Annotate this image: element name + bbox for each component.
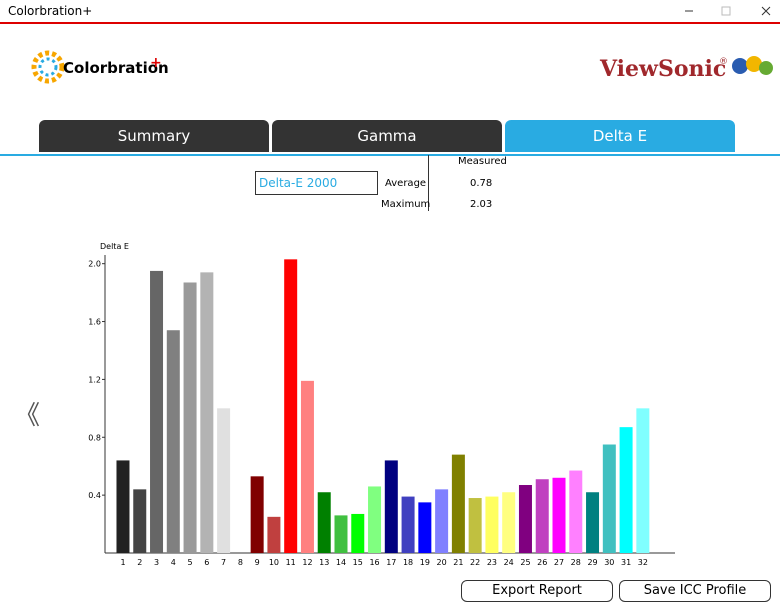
y-tick-label: 2.0 [88, 260, 101, 269]
x-tick-label: 28 [571, 558, 581, 567]
bar [150, 270, 164, 553]
x-tick-label: 19 [420, 558, 430, 567]
x-tick-label: 22 [470, 558, 480, 567]
bar [602, 444, 616, 553]
chart: Delta E 0.40.81.21.62.01 2 3 4 5 6 7 8 9 10 11 12 13… [88, 242, 675, 567]
title-bar: Colorbration+ [0, 0, 780, 24]
bar [317, 492, 331, 553]
x-tick-label: 8 [238, 558, 243, 567]
x-tick-label: 13 [319, 558, 329, 567]
bar [485, 496, 499, 553]
bar [217, 408, 231, 553]
column-header: Measured [458, 156, 507, 167]
export-button[interactable]: Export Report [461, 580, 613, 602]
x-tick-label: 20 [437, 558, 447, 567]
x-tick-label: 6 [204, 558, 209, 567]
x-tick-label: 24 [504, 558, 514, 567]
bar [535, 479, 549, 553]
bar [418, 502, 432, 553]
bar [166, 330, 180, 553]
x-tick-label: 3 [154, 558, 159, 567]
x-tick-label: 5 [188, 558, 193, 567]
bar [619, 427, 633, 553]
brand-mark: + [150, 55, 162, 71]
bar [267, 516, 281, 553]
x-tick-label: 18 [403, 558, 413, 567]
x-tick-label: 29 [587, 558, 597, 567]
vendor-logo: ViewSonic ® [599, 56, 773, 82]
y-axis-label: Delta E [100, 242, 129, 251]
bar [502, 492, 516, 553]
row-value: 2.03 [470, 199, 493, 210]
bar [401, 496, 415, 553]
y-tick-label: 0.4 [88, 491, 101, 500]
bar [586, 492, 600, 553]
tab-underline [0, 154, 780, 156]
x-tick-label: 21 [453, 558, 463, 567]
x-tick-label: 32 [638, 558, 648, 567]
x-tick-label: 25 [520, 558, 530, 567]
x-tick-label: 9 [255, 558, 260, 567]
save-button[interactable]: Save ICC Profile [619, 580, 771, 602]
y-tick-label: 1.6 [88, 318, 101, 327]
bar [569, 470, 583, 553]
brand-logo: Colorbration + [31, 50, 169, 84]
vendor-name: ViewSonic [599, 56, 726, 82]
x-tick-label: 10 [269, 558, 279, 567]
bar [284, 259, 298, 553]
tab[interactable]: Gamma [272, 120, 502, 152]
row-value: 0.78 [470, 178, 493, 189]
bar [451, 454, 465, 553]
bar [552, 477, 566, 553]
prev-arrow[interactable]: 《 [14, 401, 41, 431]
divider [428, 155, 429, 211]
bar [300, 380, 314, 553]
bar [368, 486, 382, 553]
window-title: Colorbration+ [8, 4, 93, 18]
bar [183, 282, 197, 553]
bar [636, 408, 650, 553]
row-label: Average [385, 178, 427, 189]
row-label: Maximum [381, 199, 431, 210]
bar [334, 515, 348, 553]
bar [116, 460, 130, 553]
tab[interactable]: Summary [39, 120, 269, 152]
window-controls [685, 6, 771, 16]
x-tick-label: 15 [353, 558, 363, 567]
bar [250, 476, 264, 553]
x-tick-label: 4 [171, 558, 176, 567]
x-tick-label: 11 [286, 558, 296, 567]
y-tick-label: 0.8 [88, 433, 101, 442]
x-tick-label: 31 [621, 558, 631, 567]
bar [351, 513, 365, 553]
bar [200, 272, 214, 553]
x-tick-label: 14 [336, 558, 346, 567]
x-tick-label: 30 [604, 558, 614, 567]
bar [435, 489, 449, 553]
x-tick-label: 1 [120, 558, 125, 567]
tab[interactable]: Delta E [505, 120, 735, 152]
x-tick-label: 23 [487, 558, 497, 567]
x-tick-label: 7 [221, 558, 226, 567]
x-tick-label: 16 [369, 558, 379, 567]
brand-name: Colorbration [63, 59, 169, 77]
bar [518, 485, 532, 553]
metric-selector[interactable]: Delta-E 2000 [255, 171, 378, 195]
bar [133, 489, 147, 553]
vendor-mark: ® [719, 57, 728, 67]
x-tick-label: 26 [537, 558, 547, 567]
x-tick-label: 12 [302, 558, 312, 567]
y-tick-label: 1.2 [88, 375, 101, 384]
x-tick-label: 27 [554, 558, 564, 567]
bar [468, 498, 482, 553]
x-tick-label: 2 [137, 558, 142, 567]
bar [384, 460, 398, 553]
x-tick-label: 17 [386, 558, 396, 567]
